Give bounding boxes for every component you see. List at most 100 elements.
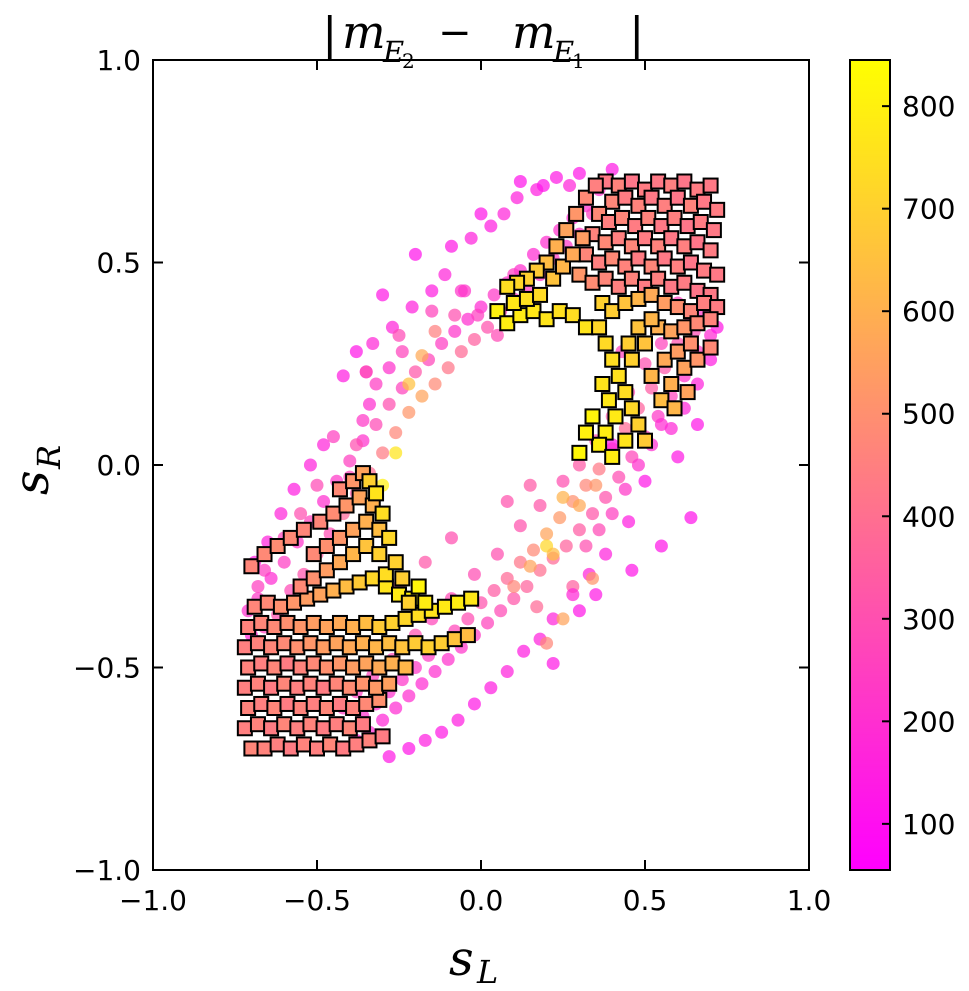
colorbar-ticks: 100 200 300 400 500 600 700 800 xyxy=(882,90,955,841)
scatter-square-point xyxy=(600,214,617,230)
scatter-square-point xyxy=(381,635,398,652)
y-tick-label: 0.0 xyxy=(96,449,141,482)
scatter-square-point xyxy=(331,554,348,571)
scatter-circle-point xyxy=(533,563,547,577)
scatter-circle-point xyxy=(258,563,272,577)
scatter-square-point xyxy=(325,505,342,522)
scatter-square-point xyxy=(627,218,644,235)
scatter-circle-point xyxy=(572,499,586,512)
scatter-square-point xyxy=(305,614,322,631)
scatter-square-point xyxy=(279,695,296,712)
scatter-circle-point xyxy=(572,523,586,537)
scatter-circle-point xyxy=(526,543,540,557)
scatter-circle-point xyxy=(369,377,383,391)
scatter-square-point xyxy=(302,675,319,692)
x-tick-label: 1.0 xyxy=(787,884,832,917)
scatter-circle-point xyxy=(589,478,603,492)
scatter-square-point xyxy=(309,740,325,757)
scatter-circle-point xyxy=(513,175,527,188)
scatter-square-point xyxy=(358,655,375,672)
colorbar-tick-label: 800 xyxy=(902,90,955,123)
title-m-second: m xyxy=(512,5,556,59)
scatter-circle-point xyxy=(487,288,501,302)
scatter-square-point xyxy=(295,521,312,538)
scatter-square-point xyxy=(666,209,683,226)
scatter-square-point xyxy=(679,218,696,235)
scatter-square-point xyxy=(338,497,355,514)
scatter-square-point xyxy=(682,197,699,214)
scatter-square-point xyxy=(676,173,693,190)
scatter-circle-point xyxy=(428,324,442,338)
scatter-circle-point xyxy=(654,337,668,350)
scatter-square-point xyxy=(591,254,608,271)
title-m-first: m xyxy=(342,5,386,59)
scatter-square-point xyxy=(263,720,280,737)
scatter-square-point xyxy=(705,222,722,239)
scatter-square-point xyxy=(564,246,581,263)
scatter-circle-point xyxy=(402,742,416,755)
scatter-circle-point xyxy=(572,604,586,618)
scatter-square-point xyxy=(315,679,332,696)
scatter-square-point xyxy=(282,740,299,757)
scatter-circle-point xyxy=(523,478,537,492)
title-abs-right: | xyxy=(629,7,645,61)
scatter-circle-point xyxy=(408,247,422,261)
scatter-square-point xyxy=(623,173,640,190)
scatter-square-point xyxy=(604,351,621,368)
scatter-circle-point xyxy=(645,381,659,395)
scatter-circle-point xyxy=(336,369,350,383)
scatter-circle-point xyxy=(599,547,613,561)
title-sub-e-first: E xyxy=(382,35,404,69)
scatter-circle-point xyxy=(671,450,685,464)
scatter-square-point xyxy=(292,619,309,635)
scatter-circle-point xyxy=(382,397,396,411)
scatter-circle-point xyxy=(559,539,573,553)
scatter-square-point xyxy=(266,700,283,716)
scatter-square-point xyxy=(637,230,653,247)
scatter-square-point xyxy=(249,675,266,692)
scatter-circle-point xyxy=(654,539,668,553)
scatter-circle-point xyxy=(418,555,432,569)
scatter-circle-point xyxy=(533,499,547,512)
scatter-square-point xyxy=(604,303,621,320)
scatter-square-point xyxy=(689,351,706,368)
colorbar-tick-label: 400 xyxy=(902,500,955,533)
scatter-square-point xyxy=(676,238,693,255)
scatter-square-point xyxy=(292,578,309,595)
scatter-circle-point xyxy=(464,231,478,245)
scatter-square-point xyxy=(650,173,667,190)
y-tick-label: 1.0 xyxy=(96,44,141,77)
scatter-square-point xyxy=(643,311,660,328)
scatter-circle-point xyxy=(605,507,619,521)
scatter-square-point xyxy=(499,315,516,332)
scatter-square-point xyxy=(279,614,296,631)
scatter-square-point xyxy=(643,286,660,303)
scatter-square-point xyxy=(246,598,263,615)
scatter-square-point xyxy=(558,222,575,239)
scatter-square-point xyxy=(338,578,355,595)
scatter-circle-point xyxy=(592,523,606,537)
scatter-square-point xyxy=(358,695,375,712)
scatter-square-point xyxy=(420,639,437,656)
scatter-circle-point xyxy=(303,458,317,472)
scatter-circle-point xyxy=(638,474,652,488)
scatter-square-point xyxy=(574,230,591,247)
scatter-square-point xyxy=(676,359,693,376)
scatter-square-point xyxy=(702,311,719,328)
scatter-square-point xyxy=(318,562,335,579)
scatter-circle-point xyxy=(654,418,668,431)
scatter-square-point xyxy=(354,716,371,733)
scatter-square-point xyxy=(551,303,568,320)
scatter-square-point xyxy=(643,189,660,206)
y-label-subscript: R xyxy=(30,445,68,470)
scatter-square-point xyxy=(256,546,273,563)
scatter-square-point xyxy=(374,728,391,745)
scatter-circle-point xyxy=(556,490,570,504)
scatter-square-point xyxy=(243,558,260,575)
scatter-square-point xyxy=(584,408,601,425)
scatter-square-point xyxy=(368,485,385,502)
scatter-square-point xyxy=(331,481,348,498)
scatter-circle-point xyxy=(631,458,645,472)
scatter-square-point xyxy=(555,258,571,275)
scatter-square-point xyxy=(341,720,358,737)
